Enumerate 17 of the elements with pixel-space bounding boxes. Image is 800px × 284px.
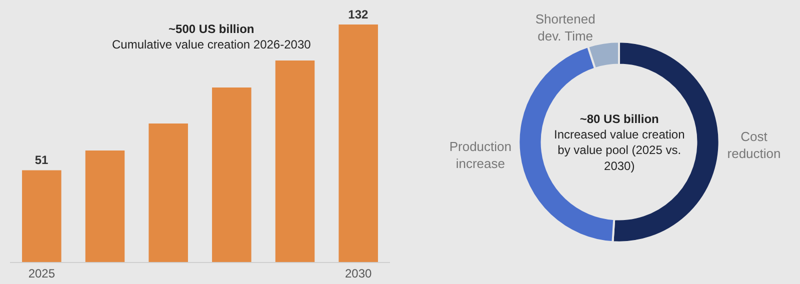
text: Increased value creation by value pool (2025 vs. 2030) [554, 128, 685, 173]
chart-title: ~500 US billion [168, 22, 254, 36]
bar [85, 150, 125, 262]
x-tick-label: 2030 [344, 266, 372, 280]
bar [212, 87, 252, 262]
slice-label: Production increase [449, 138, 512, 171]
bar [148, 123, 188, 262]
bar [275, 60, 315, 262]
text: ~80 US billion [580, 112, 659, 126]
slice-label: Shortened dev. Time [535, 11, 596, 44]
bar [22, 170, 62, 262]
data-label: 132 [348, 8, 369, 22]
bar [338, 24, 378, 262]
data-label: 51 [34, 153, 48, 168]
text: Cumulative value creation 2026-2030 [112, 38, 312, 52]
slice-label: Cost reduction [727, 129, 781, 162]
x-tick-label: 2025 [28, 266, 56, 280]
